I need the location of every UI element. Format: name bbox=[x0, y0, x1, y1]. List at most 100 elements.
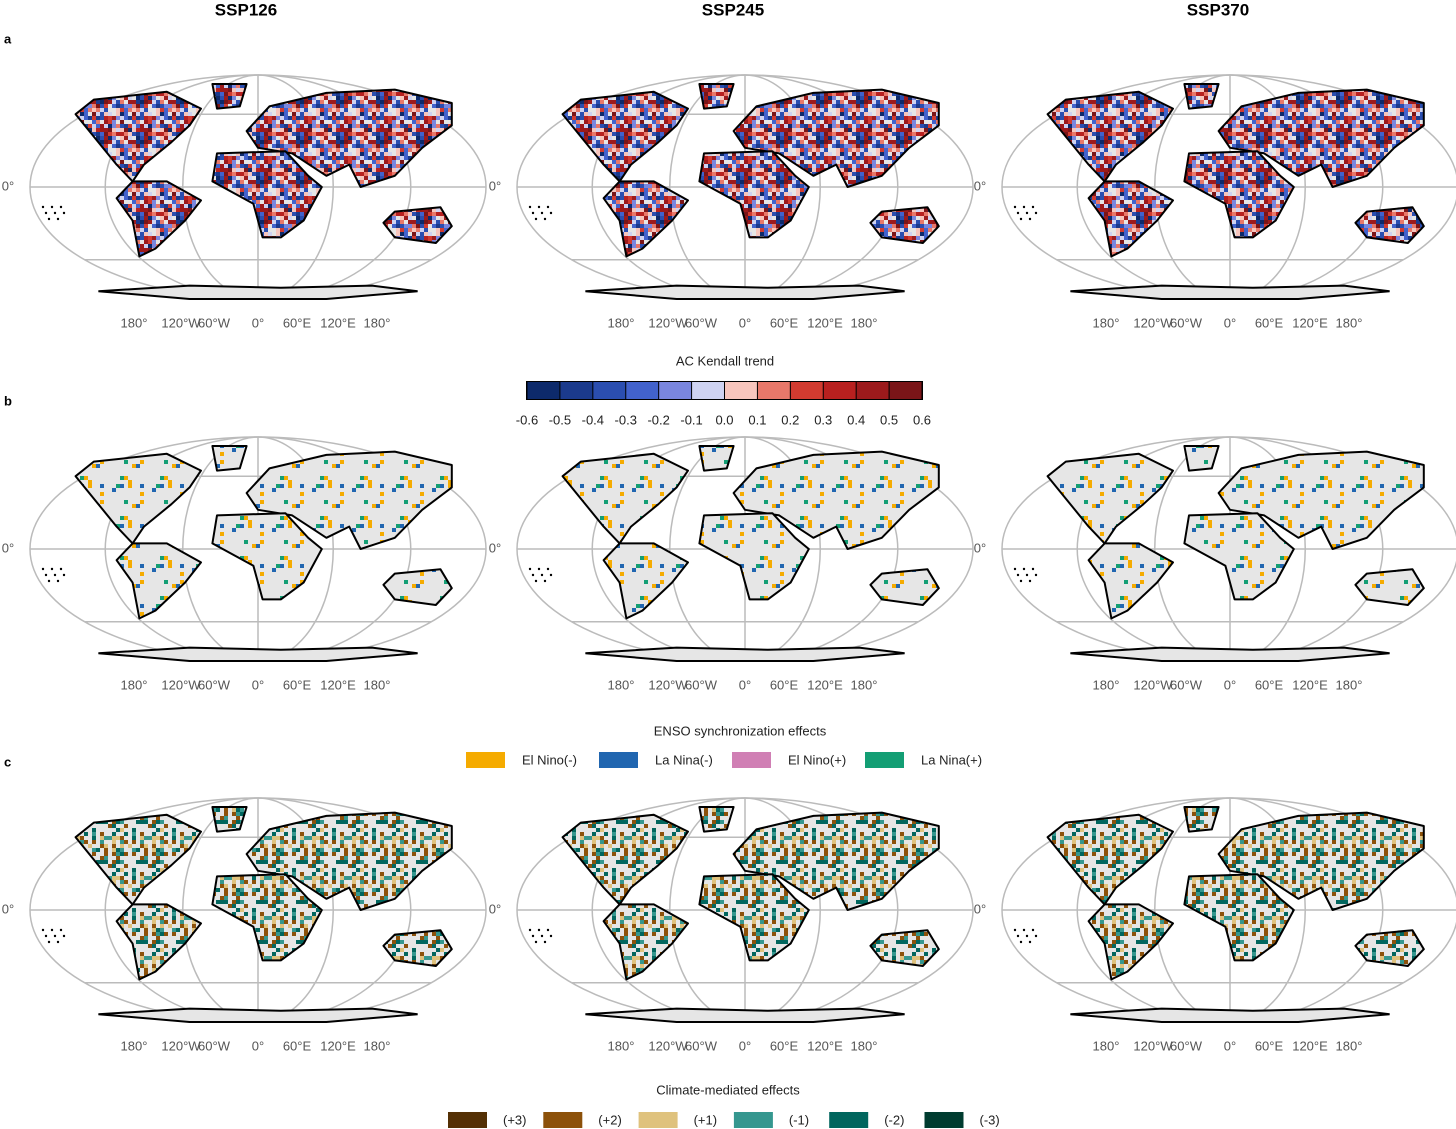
island bbox=[1019, 940, 1023, 944]
island bbox=[1013, 928, 1017, 932]
land bbox=[698, 873, 810, 962]
lon-label: 120°W bbox=[648, 315, 688, 330]
island bbox=[1025, 573, 1029, 577]
colorbar-tick-label: 0.0 bbox=[715, 412, 733, 427]
land bbox=[1183, 873, 1295, 962]
antarctica bbox=[98, 284, 418, 300]
lon-label: 60°E bbox=[770, 677, 799, 692]
legend-swatch bbox=[733, 1112, 773, 1128]
land bbox=[1087, 542, 1174, 620]
lon-label: 120°E bbox=[1292, 315, 1328, 330]
lat-label: 0° bbox=[489, 901, 501, 916]
lon-label: 180° bbox=[1093, 677, 1120, 692]
island bbox=[59, 567, 63, 571]
land bbox=[115, 903, 202, 981]
land bbox=[1046, 813, 1174, 906]
land bbox=[382, 206, 453, 244]
legend-label: La Nina(-) bbox=[655, 752, 713, 767]
lon-label: 60°W bbox=[198, 315, 231, 330]
map bbox=[516, 74, 974, 300]
island bbox=[531, 934, 535, 938]
island bbox=[543, 217, 547, 221]
lon-label: 180° bbox=[364, 1038, 391, 1053]
legend-swatch bbox=[599, 752, 638, 768]
island bbox=[528, 205, 532, 209]
lon-label: 60°W bbox=[685, 315, 718, 330]
map bbox=[1001, 797, 1456, 1023]
land bbox=[698, 445, 735, 472]
lon-label: 0° bbox=[252, 677, 264, 692]
lon-label: 60°E bbox=[770, 1038, 799, 1053]
column-title: SSP370 bbox=[1187, 0, 1249, 19]
panel-label: c bbox=[4, 754, 11, 769]
land bbox=[1183, 512, 1295, 601]
lon-label: 180° bbox=[121, 1038, 148, 1053]
island bbox=[50, 567, 54, 571]
land bbox=[115, 542, 202, 620]
land bbox=[732, 88, 940, 188]
colorbar-swatch bbox=[757, 382, 790, 399]
map bbox=[29, 74, 487, 300]
colorbar-swatch bbox=[527, 382, 560, 399]
land bbox=[1087, 903, 1174, 981]
island bbox=[50, 928, 54, 932]
island bbox=[59, 928, 63, 932]
legend-label: El Nino(-) bbox=[522, 752, 577, 767]
lon-label: 60°E bbox=[1255, 677, 1284, 692]
legend-swatch bbox=[448, 1112, 487, 1128]
lon-label: 180° bbox=[1336, 315, 1363, 330]
land bbox=[1217, 811, 1425, 911]
island bbox=[1022, 567, 1026, 571]
island bbox=[1028, 579, 1032, 583]
antarctica bbox=[585, 284, 905, 300]
legend-label: La Nina(+) bbox=[921, 752, 982, 767]
colorbar-swatch bbox=[626, 382, 659, 399]
island bbox=[62, 573, 66, 577]
colorbar-swatch bbox=[593, 382, 626, 399]
lat-label: 0° bbox=[974, 901, 986, 916]
land bbox=[211, 806, 248, 833]
land bbox=[561, 90, 689, 183]
lon-label: 60°E bbox=[283, 315, 312, 330]
island bbox=[534, 579, 538, 583]
legend-swatch bbox=[732, 752, 771, 768]
land bbox=[211, 83, 248, 110]
lon-label: 180° bbox=[364, 315, 391, 330]
island bbox=[62, 934, 66, 938]
lon-label: 0° bbox=[1224, 315, 1236, 330]
lat-label: 0° bbox=[2, 178, 14, 193]
land bbox=[1046, 452, 1174, 545]
island bbox=[59, 205, 63, 209]
lon-label: 0° bbox=[252, 315, 264, 330]
island bbox=[47, 217, 51, 221]
colorbar-tick-label: -0.5 bbox=[549, 412, 571, 427]
lon-label: 180° bbox=[1093, 1038, 1120, 1053]
island bbox=[540, 934, 544, 938]
lon-label: 120°W bbox=[161, 677, 201, 692]
legend-swatch bbox=[638, 1112, 678, 1128]
land bbox=[869, 206, 940, 244]
lon-label: 180° bbox=[1336, 677, 1363, 692]
island bbox=[41, 567, 45, 571]
island bbox=[1022, 928, 1026, 932]
colorbar-tick-label: -0.3 bbox=[615, 412, 637, 427]
island bbox=[543, 579, 547, 583]
land bbox=[561, 452, 689, 545]
lon-label: 180° bbox=[1336, 1038, 1363, 1053]
legend-label: (-1) bbox=[789, 1112, 809, 1127]
island bbox=[528, 928, 532, 932]
island bbox=[1028, 217, 1032, 221]
lon-label: 180° bbox=[364, 677, 391, 692]
colorbar-swatch bbox=[823, 382, 856, 399]
island bbox=[56, 217, 60, 221]
island bbox=[44, 211, 48, 215]
map bbox=[516, 797, 974, 1023]
lon-label: 180° bbox=[121, 677, 148, 692]
lon-label: 0° bbox=[1224, 677, 1236, 692]
legend-title: AC Kendall trend bbox=[676, 353, 774, 368]
legend-label: (-2) bbox=[884, 1112, 904, 1127]
antarctica bbox=[1070, 284, 1390, 300]
map bbox=[516, 436, 974, 662]
island bbox=[56, 940, 60, 944]
